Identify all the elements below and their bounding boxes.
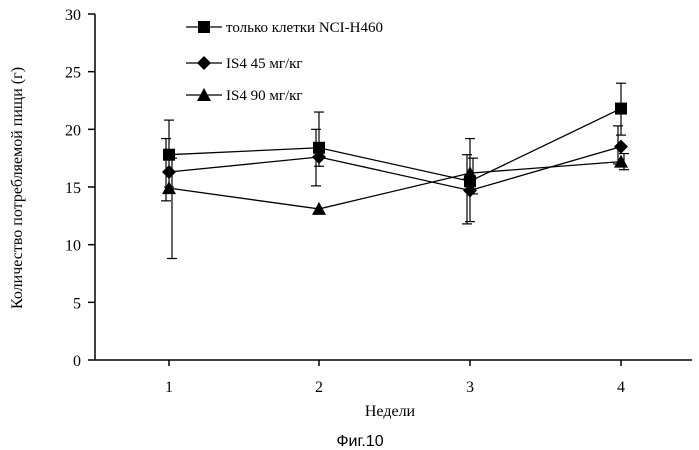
- y-tick-label: 25: [65, 65, 81, 82]
- x-tick-label: 4: [617, 379, 625, 396]
- data-point: [615, 102, 627, 115]
- series-line: [168, 107, 622, 182]
- y-tick-label: 30: [65, 7, 81, 24]
- data-point: [614, 154, 628, 168]
- data-point: [163, 148, 175, 161]
- legend-label: IS4 45 мг/кг: [226, 56, 303, 72]
- legend-marker: [197, 56, 211, 70]
- series-line: [168, 146, 622, 192]
- x-tick-label: 3: [466, 379, 474, 396]
- data-point: [463, 166, 477, 180]
- series-triangle: [162, 152, 629, 260]
- y-tick-labels: 0 5 10 15 20 25 30: [65, 7, 81, 370]
- series-layer: [161, 82, 629, 260]
- data-point: [162, 165, 176, 180]
- legend-entry-diamond: IS4 45 мг/кг: [186, 56, 303, 72]
- data-point: [312, 150, 326, 165]
- y-tick-label: 20: [65, 122, 81, 139]
- legend-label: IS4 90 мг/кг: [226, 88, 303, 104]
- legend-entry-square: только клетки NCI-H460: [186, 20, 383, 36]
- x-tick-labels: 1 2 3 4: [165, 379, 625, 396]
- legend: только клетки NCI-H460 IS4 45 мг/кг IS4 90…: [186, 20, 383, 104]
- x-axis-title: Недели: [365, 403, 416, 420]
- legend-marker: [197, 88, 211, 101]
- x-tick-label: 1: [165, 379, 173, 396]
- axes: [88, 13, 692, 366]
- figure-caption: Фиг.10: [336, 433, 383, 450]
- x-tick-label: 2: [315, 379, 323, 396]
- y-tick-label: 15: [65, 180, 81, 197]
- y-tick-label: 0: [73, 353, 81, 370]
- data-point: [162, 181, 176, 195]
- legend-entry-triangle: IS4 90 мг/кг: [186, 88, 303, 104]
- data-point: [312, 201, 326, 215]
- y-tick-label: 10: [65, 238, 81, 255]
- series-diamond: [161, 125, 628, 225]
- series-line: [168, 160, 622, 210]
- data-point: [614, 139, 628, 154]
- legend-label: только клетки NCI-H460: [226, 20, 383, 36]
- y-axis-title: Количество потребляемой пищи (г): [9, 67, 26, 309]
- y-tick-label: 5: [73, 295, 81, 312]
- legend-marker: [198, 21, 210, 33]
